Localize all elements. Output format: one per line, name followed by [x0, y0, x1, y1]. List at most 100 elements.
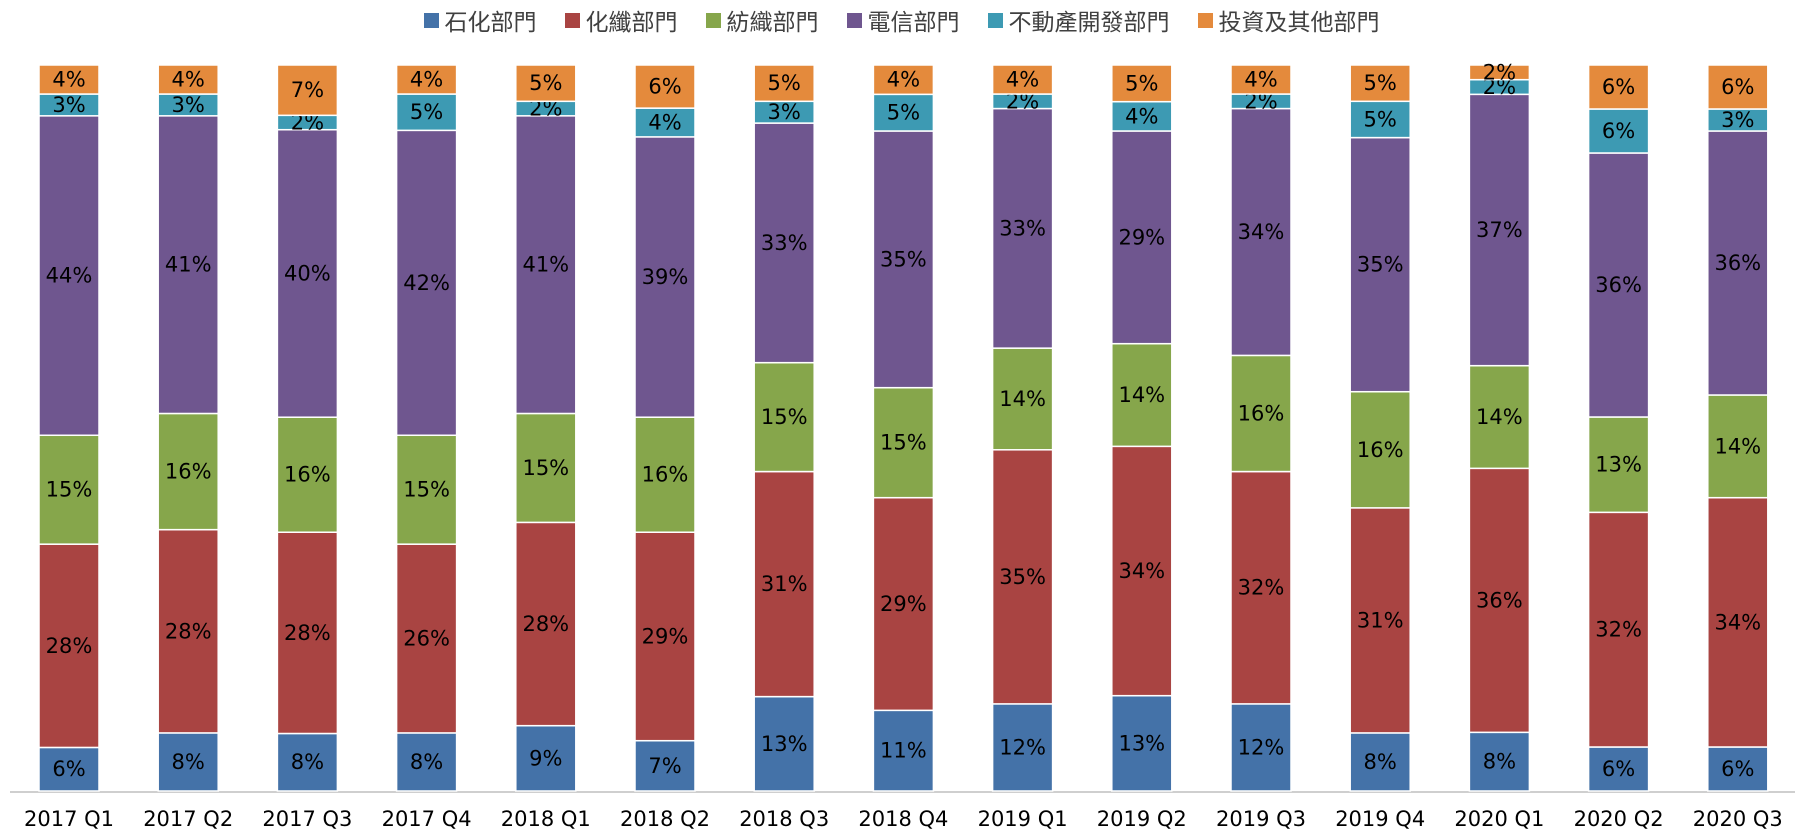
legend-swatch	[423, 12, 439, 28]
data-label: 33%	[999, 216, 1046, 240]
data-label: 32%	[1595, 618, 1642, 642]
data-label: 12%	[999, 735, 1046, 759]
bar-segment	[634, 531, 696, 742]
data-label: 4%	[1125, 104, 1158, 128]
legend-item: 投資及其他部門	[1197, 3, 1380, 37]
data-label: 6%	[1602, 119, 1635, 143]
bar-segment	[1349, 507, 1411, 734]
data-label: 5%	[410, 100, 443, 124]
bar-segment	[157, 64, 219, 95]
bar-segment	[1707, 130, 1769, 396]
data-label: 28%	[284, 621, 331, 645]
data-label: 4%	[887, 68, 920, 92]
bar-segment	[1111, 64, 1173, 103]
bar-segment	[395, 129, 458, 437]
x-tick-label: 2019 Q4	[1335, 807, 1425, 831]
data-label: 15%	[880, 431, 927, 455]
bar-segment	[634, 64, 696, 109]
data-label: 3%	[172, 93, 205, 117]
data-label: 8%	[172, 750, 205, 774]
data-label: 6%	[1602, 75, 1635, 99]
bar-segment	[634, 107, 696, 138]
data-label: 11%	[880, 739, 927, 763]
bar-segment	[634, 739, 696, 792]
bar-segment	[872, 496, 935, 712]
bar-segment	[1111, 342, 1173, 448]
legend-label: 石化部門	[444, 10, 537, 36]
data-label: 39%	[642, 265, 689, 289]
x-tick-label: 2018 Q4	[858, 807, 948, 831]
bar-segment	[276, 128, 339, 418]
bar-segment	[1587, 416, 1650, 514]
data-label: 36%	[1595, 273, 1642, 297]
data-label: 8%	[291, 750, 324, 774]
data-label: 28%	[522, 612, 569, 636]
bar-segment	[1349, 136, 1411, 393]
legend-label: 電信部門	[867, 10, 960, 36]
bar-segment	[991, 64, 1054, 95]
bar-segment	[515, 64, 577, 103]
data-label: 3%	[52, 93, 85, 117]
data-label: 5%	[1364, 71, 1397, 95]
data-label: 7%	[648, 754, 681, 778]
bar-segment	[753, 122, 815, 364]
bar-segment	[872, 709, 935, 792]
data-label: 29%	[880, 592, 927, 616]
data-label: 15%	[403, 478, 450, 502]
data-label: 36%	[1714, 251, 1761, 275]
bar-segment	[1230, 64, 1292, 95]
x-tick-label: 2019 Q3	[1216, 807, 1306, 831]
data-label: 29%	[642, 624, 689, 648]
data-label: 4%	[1244, 68, 1277, 92]
bar-segment	[1349, 390, 1411, 509]
x-tick-label: 2018 Q1	[501, 807, 591, 831]
data-label: 15%	[761, 405, 808, 429]
data-label: 4%	[410, 68, 443, 92]
bar-segment	[1111, 130, 1173, 345]
bar-segment	[1349, 64, 1411, 103]
legend-item: 電信部門	[846, 3, 960, 37]
bar-segment	[1468, 93, 1531, 367]
data-label: 5%	[887, 101, 920, 125]
bar-segment	[1111, 445, 1173, 697]
bar-segment	[1587, 64, 1650, 110]
data-label: 14%	[1118, 383, 1165, 407]
data-label: 13%	[1118, 731, 1165, 755]
data-label: 35%	[1357, 253, 1404, 277]
bar-segment	[276, 531, 339, 735]
bar-segment	[157, 115, 219, 415]
data-label: 31%	[1357, 608, 1404, 632]
bar-segment	[753, 64, 815, 103]
bar-segment	[276, 416, 339, 533]
data-label: 34%	[1238, 220, 1285, 244]
x-tick-label: 2017 Q1	[24, 807, 114, 831]
bar-segment	[1230, 703, 1292, 792]
bar-segment	[1230, 470, 1292, 705]
bar-segment	[515, 412, 577, 524]
data-label: 34%	[1714, 610, 1761, 634]
data-label: 8%	[410, 750, 443, 774]
data-label: 9%	[529, 746, 562, 770]
data-label: 28%	[165, 619, 212, 643]
data-label: 16%	[165, 460, 212, 484]
data-label: 5%	[1125, 71, 1158, 95]
data-label: 3%	[1721, 108, 1754, 132]
bar-segment	[395, 64, 458, 95]
bar-segment	[753, 470, 815, 698]
data-label: 32%	[1238, 576, 1285, 600]
bar-segment	[276, 732, 339, 792]
data-label: 14%	[1476, 405, 1523, 429]
bar-segment	[1111, 694, 1173, 792]
bar-segment	[38, 543, 100, 749]
data-label: 2%	[291, 111, 324, 135]
bar-segment	[872, 386, 935, 499]
data-label: 13%	[761, 732, 808, 756]
bar-segment	[991, 347, 1054, 451]
data-label: 13%	[1595, 453, 1642, 477]
bar-segment	[753, 695, 815, 792]
data-label: 16%	[642, 463, 689, 487]
data-label: 4%	[648, 111, 681, 135]
bar-segment	[1587, 152, 1650, 418]
data-label: 6%	[648, 75, 681, 99]
